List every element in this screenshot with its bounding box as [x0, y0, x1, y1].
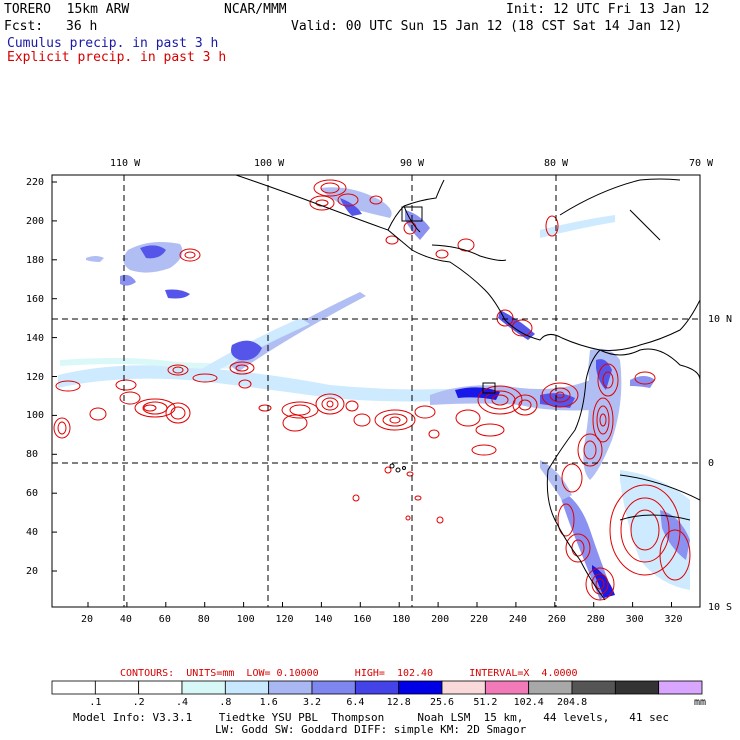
contour-info: CONTOURS: UNITS=mm LOW= 0.10000 HIGH= 10…: [120, 668, 578, 679]
color-bar-label: .1: [89, 697, 102, 708]
x-tick-label: 280: [586, 614, 605, 625]
lat-label: 0: [708, 458, 715, 469]
color-bar-swatch: [94, 680, 140, 695]
organization-label: NCAR/MMM: [224, 2, 287, 17]
model-name: TORERO 15km ARW: [4, 2, 130, 17]
x-tick-label: 20: [81, 614, 94, 625]
color-bar-label: .8: [219, 697, 232, 708]
y-tick-label: 200: [26, 215, 45, 227]
x-tick-label: 160: [353, 614, 372, 625]
x-tick-label: 260: [547, 614, 566, 625]
x-tick-label: 140: [314, 614, 333, 625]
x-tick-label: 180: [392, 614, 411, 625]
y-tick-label: 80: [26, 449, 39, 461]
color-bar-label: 3.2: [303, 697, 322, 708]
y-tick-label: 40: [26, 527, 39, 539]
init-time: Init: 12 UTC Fri 13 Jan 12: [506, 2, 710, 17]
color-bar-swatch: [311, 680, 356, 695]
color-bar-unit: mm: [694, 697, 707, 708]
x-tick-label: 40: [119, 614, 132, 625]
explicit-precip-contours: [53, 179, 691, 601]
lon-label: 80 W: [544, 158, 569, 169]
color-bar-swatch: [528, 680, 573, 695]
color-bar-swatch: [658, 680, 703, 695]
coastlines: [235, 175, 700, 601]
color-bar-swatch: [354, 680, 400, 695]
valid-time: Valid: 00 UTC Sun 15 Jan 12 (18 CST Sat …: [291, 19, 683, 34]
y-tick-label: 180: [26, 254, 45, 266]
lon-label: 70 W: [689, 158, 714, 169]
field-title-explicit: Explicit precip. in past 3 h: [7, 50, 227, 65]
color-bar-swatch: [614, 680, 660, 695]
color-bar-label: 12.8: [386, 697, 411, 708]
x-tick-label: 320: [664, 614, 683, 625]
color-bar-swatch: [224, 680, 270, 695]
field-title-cumulus: Cumulus precip. in past 3 h: [7, 36, 219, 51]
lat-label: 10 S: [708, 602, 733, 613]
map-frame: [51, 174, 701, 608]
x-tick-label: 120: [275, 614, 294, 625]
x-tick-label: 60: [158, 614, 171, 625]
lat-lon-grid: [52, 175, 700, 607]
color-bar-swatch: [571, 680, 616, 695]
color-bar-swatch: [268, 680, 313, 695]
forecast-hour: 36 h: [66, 19, 98, 34]
color-bar-label: 51.2: [473, 697, 498, 708]
x-tick-label: 240: [508, 614, 527, 625]
y-tick-label: 140: [26, 332, 45, 344]
color-bar-label: 6.4: [346, 697, 365, 708]
lon-label: 100 W: [254, 158, 285, 169]
color-bar-swatch: [138, 680, 183, 695]
lat-label: 10 N: [708, 314, 733, 325]
x-tick-label: 80: [197, 614, 210, 625]
color-bar-swatch: [181, 680, 226, 695]
x-tick-label: 220: [470, 614, 489, 625]
model-info-line1: Model Info: V3.3.1 Tiedtke YSU PBL Thomp…: [73, 711, 670, 724]
color-bar-swatch: [51, 680, 96, 695]
x-tick-label: 200: [431, 614, 450, 625]
color-bar-label: 204.8: [557, 697, 588, 708]
color-bar-label: .4: [176, 697, 189, 708]
color-bar-label: 1.6: [259, 697, 278, 708]
color-bar-label: 102.4: [513, 697, 544, 708]
lon-label: 110 W: [110, 158, 141, 169]
model-info-line2: LW: Godd SW: Goddard DIFF: simple KM: 2D…: [215, 723, 527, 736]
y-tick-label: 220: [26, 177, 45, 188]
y-tick-label: 60: [26, 488, 39, 500]
color-bar-label: 25.6: [430, 697, 455, 708]
x-tick-label: 100: [236, 614, 255, 625]
color-bar-swatch: [484, 680, 530, 695]
color-bar-swatch: [398, 680, 443, 695]
lon-label: 90 W: [400, 158, 425, 169]
x-tick-label: 300: [625, 614, 644, 625]
color-bar-label: .2: [132, 697, 145, 708]
y-tick-label: 120: [26, 371, 45, 383]
y-tick-label: 100: [26, 410, 45, 422]
color-bar-swatch: [441, 680, 486, 695]
forecast-label: Fcst:: [4, 19, 44, 34]
y-tick-label: 160: [26, 293, 45, 305]
y-tick-label: 20: [26, 566, 39, 577]
